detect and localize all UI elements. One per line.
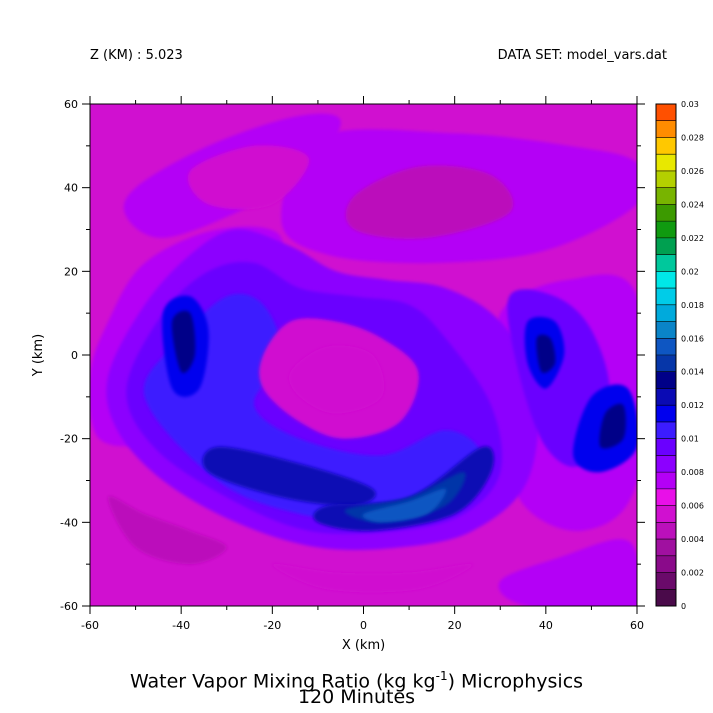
colorbar-swatch	[656, 271, 676, 289]
colorbar-swatch	[656, 104, 676, 122]
colorbar-label: 0.008	[681, 468, 704, 477]
y-tick-label: 40	[64, 182, 78, 195]
colorbar-label: 0.012	[681, 401, 704, 410]
x-tick-label: -40	[172, 619, 190, 632]
colorbar-swatch	[656, 254, 676, 272]
colorbar-label: 0.024	[681, 200, 704, 209]
contour-region-1	[345, 165, 514, 239]
colorbar-swatch	[656, 421, 676, 439]
chart-subtitle: 120 Minutes	[297, 686, 416, 708]
z-level-label: Z (KM) : 5.023	[90, 48, 183, 63]
colorbar-swatch	[656, 137, 676, 155]
contour-region-19	[599, 403, 626, 449]
colorbar-label: 0.016	[681, 334, 704, 343]
colorbar-label: 0.014	[681, 368, 704, 377]
colorbar-label: 0.02	[681, 267, 699, 276]
y-tick-label: -40	[60, 516, 78, 529]
contour-region-23	[272, 563, 473, 593]
colorbar-label: 0.006	[681, 502, 704, 511]
colorbar-swatch	[656, 338, 676, 356]
colorbar-swatch	[656, 221, 676, 239]
colorbar-label: 0.026	[681, 167, 704, 176]
colorbar-label: 0.002	[681, 569, 704, 578]
x-axis-label: X (km)	[342, 638, 385, 653]
chart-title-end: ) Microphysics	[447, 670, 584, 693]
colorbar-swatch	[656, 321, 676, 339]
y-tick-label: -20	[60, 433, 78, 446]
chart-title-main: Water Vapor Mixing Ratio (kg kg	[129, 670, 436, 693]
dataset-label: DATA SET: model_vars.dat	[497, 48, 667, 63]
contour-regions	[90, 113, 637, 606]
y-axis-label: Y (km)	[31, 334, 46, 377]
colorbar-swatch	[656, 505, 676, 523]
colorbar-swatch	[656, 555, 676, 573]
colorbar-swatch	[656, 154, 676, 172]
colorbar: 0 0.002 0.004 0.006 0.008 0.01 0.012 0.014 0.016…	[655, 100, 704, 611]
contour-region-13	[344, 472, 466, 523]
colorbar-swatch	[656, 438, 676, 456]
colorbar-swatch	[656, 304, 676, 322]
colorbar-swatch	[656, 522, 676, 540]
colorbar-label: 0.03	[681, 100, 699, 109]
colorbar-swatch	[656, 170, 676, 188]
contour-field	[90, 113, 637, 606]
contour-region-22	[108, 496, 227, 565]
chart-title: Water Vapor Mixing Ratio (kg kg-1) Micro…	[0, 667, 713, 691]
contour-region-3	[187, 145, 310, 210]
y-tick-label: -60	[60, 600, 78, 613]
colorbar-swatch	[656, 187, 676, 205]
y-tick-label: 20	[64, 265, 78, 278]
colorbar-label: 0.004	[681, 535, 704, 544]
colorbar-swatch	[656, 455, 676, 473]
colorbar-swatch	[656, 572, 676, 590]
x-tick-label: 0	[360, 619, 367, 632]
colorbar-label: 0.028	[681, 133, 704, 142]
x-tick-label: 60	[630, 619, 644, 632]
contour-region-21	[289, 345, 385, 414]
contour-region-11	[202, 446, 376, 506]
colorbar-swatch	[656, 288, 676, 306]
colorbar-swatch	[656, 204, 676, 222]
colorbar-label: 0	[681, 602, 686, 611]
contour-region-17	[536, 334, 556, 373]
chart-title-exponent: -1	[435, 669, 448, 683]
contour-region-14	[362, 488, 447, 523]
y-tick-label: 60	[64, 98, 78, 111]
plot-area	[89, 103, 638, 607]
colorbar-swatch	[656, 472, 676, 490]
x-tick-label: 20	[448, 619, 462, 632]
axis-ticks: -60 -40 -20 0 20 40 60 -60 -40 -20 0 20 40 60	[60, 96, 645, 632]
colorbar-label: 0.022	[681, 234, 704, 243]
colorbar-swatch	[656, 539, 676, 557]
x-tick-label: -60	[81, 619, 99, 632]
x-tick-label: 40	[539, 619, 553, 632]
x-tick-label: -20	[263, 619, 281, 632]
colorbar-label: 0.018	[681, 301, 704, 310]
colorbar-swatch	[656, 355, 676, 373]
colorbar-swatch	[656, 237, 676, 255]
colorbar-swatch	[656, 120, 676, 138]
colorbar-swatch	[656, 488, 676, 506]
colorbar-swatch	[656, 388, 676, 406]
contour-region-10	[171, 310, 196, 374]
colorbar-swatch	[656, 405, 676, 423]
colorbar-label: 0.01	[681, 435, 699, 444]
colorbar-swatch	[656, 589, 676, 607]
y-tick-label: 0	[71, 349, 78, 362]
colorbar-swatch	[656, 371, 676, 389]
contour-region-24	[498, 539, 637, 606]
